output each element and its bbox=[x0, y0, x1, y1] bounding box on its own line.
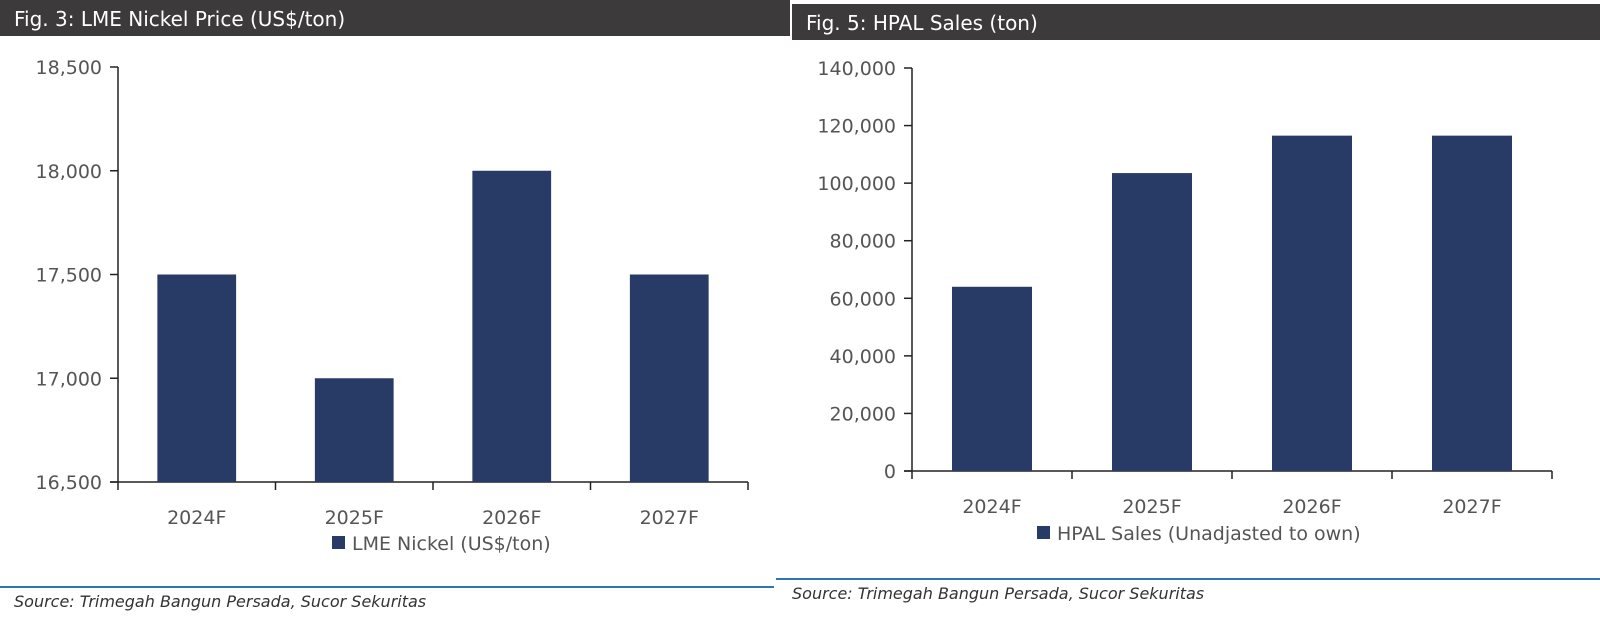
figure-title: Fig. 3: LME Nickel Price (US$/ton) bbox=[0, 0, 790, 36]
y-tick-label: 17,500 bbox=[36, 265, 102, 287]
y-tick-label: 40,000 bbox=[830, 346, 896, 368]
source-divider bbox=[776, 578, 1600, 580]
source-divider bbox=[0, 586, 774, 588]
hpal-sales-bar-chart: 0 20,000 40,000 60,000 80,000 100,000 120,000 1… bbox=[817, 58, 1553, 545]
x-tick-label: 2026F bbox=[1282, 496, 1341, 518]
legend-swatch bbox=[332, 536, 345, 549]
source-note: Source: Trimegah Bangun Persada, Sucor S… bbox=[14, 592, 427, 611]
legend-label: LME Nickel (US$/ton) bbox=[352, 533, 551, 555]
y-tick-label: 60,000 bbox=[830, 288, 896, 310]
y-tick-label: 80,000 bbox=[830, 231, 896, 253]
bar-2027f bbox=[1432, 135, 1512, 471]
y-tick-label: 120,000 bbox=[817, 116, 896, 138]
legend: HPAL Sales (Unadjasted to own) bbox=[1037, 523, 1361, 545]
legend-label: HPAL Sales (Unadjasted to own) bbox=[1057, 523, 1361, 545]
y-tick-label: 100,000 bbox=[817, 173, 896, 195]
x-tick-label: 2026F bbox=[482, 507, 541, 529]
x-tick-label: 2027F bbox=[1442, 496, 1501, 518]
y-tick-label: 18,000 bbox=[36, 161, 102, 183]
bar-2025f bbox=[314, 378, 394, 482]
y-tick-label: 17,000 bbox=[36, 368, 102, 390]
bar-2024f bbox=[952, 286, 1032, 471]
bar-2027f bbox=[629, 274, 709, 482]
bar-2026f bbox=[472, 170, 552, 482]
x-tick-label: 2024F bbox=[962, 496, 1021, 518]
y-tick-label: 16,500 bbox=[36, 472, 102, 494]
x-tick-label: 2025F bbox=[325, 507, 384, 529]
y-tick-label: 20,000 bbox=[830, 403, 896, 425]
y-tick-label: 140,000 bbox=[817, 58, 896, 80]
bar-2024f bbox=[157, 274, 237, 482]
lme-nickel-bar-chart: 16,500 17,000 17,500 18,000 18,500 2024F 2025F… bbox=[36, 57, 749, 555]
source-note: Source: Trimegah Bangun Persada, Sucor S… bbox=[792, 584, 1205, 603]
bar-2026f bbox=[1272, 135, 1352, 471]
figure-title: Fig. 5: HPAL Sales (ton) bbox=[792, 4, 1600, 40]
figure-panel-hpal-sales: Fig. 5: HPAL Sales (ton) 0 20,000 40,000 60… bbox=[776, 4, 1600, 636]
figure-panel-lme-nickel: Fig. 3: LME Nickel Price (US$/ton) 16,50… bbox=[0, 0, 790, 636]
y-tick-label: 18,500 bbox=[36, 57, 102, 79]
x-tick-label: 2027F bbox=[640, 507, 699, 529]
x-tick-label: 2024F bbox=[167, 507, 226, 529]
y-tick-label: 0 bbox=[884, 461, 896, 483]
bar-2025f bbox=[1112, 173, 1192, 471]
legend-swatch bbox=[1037, 526, 1050, 539]
legend: LME Nickel (US$/ton) bbox=[332, 533, 551, 555]
x-tick-label: 2025F bbox=[1122, 496, 1181, 518]
